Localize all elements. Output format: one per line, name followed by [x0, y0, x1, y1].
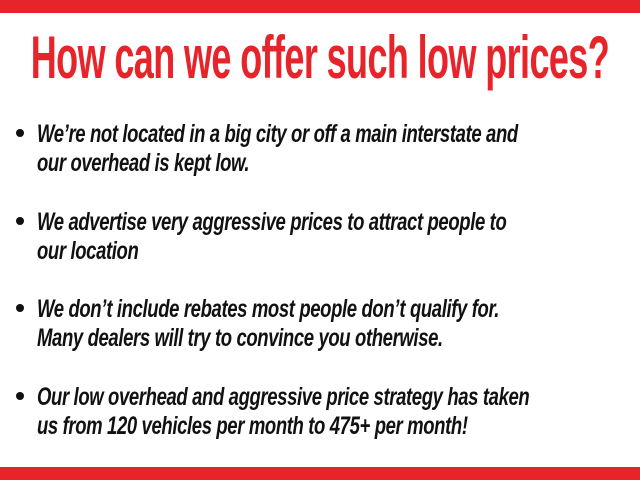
bullet-line: We don’t include rebates most people don… [37, 295, 500, 323]
bullet-line: Our low overhead and aggressive price st… [37, 383, 530, 411]
bullet-line: us from 120 vehicles per month to 475+ p… [37, 412, 468, 440]
bullet-item: We don’t include rebates most people don… [16, 295, 640, 353]
bullet-item: Our low overhead and aggressive price st… [16, 383, 640, 441]
bullet-item: We’re not located in a big city or off a… [16, 120, 640, 178]
title-row: How can we offer such low prices? [0, 28, 640, 88]
bullet-line: Many dealers will try to convince you ot… [37, 324, 443, 352]
bullet-icon [16, 392, 24, 400]
bullet-line: We advertise very aggressive prices to a… [37, 208, 507, 236]
bullet-line: We’re not located in a big city or off a… [37, 120, 518, 148]
page-title: How can we offer such low prices? [30, 24, 610, 91]
top-accent-bar [0, 0, 640, 13]
bullet-line: our location [37, 237, 139, 265]
bullet-item: We advertise very aggressive prices to a… [16, 208, 640, 266]
bullet-icon [16, 217, 24, 225]
bullet-line: our overhead is kept low. [37, 149, 250, 177]
bullet-icon [16, 129, 24, 137]
bullet-icon [16, 304, 24, 312]
bottom-accent-bar [0, 467, 640, 480]
